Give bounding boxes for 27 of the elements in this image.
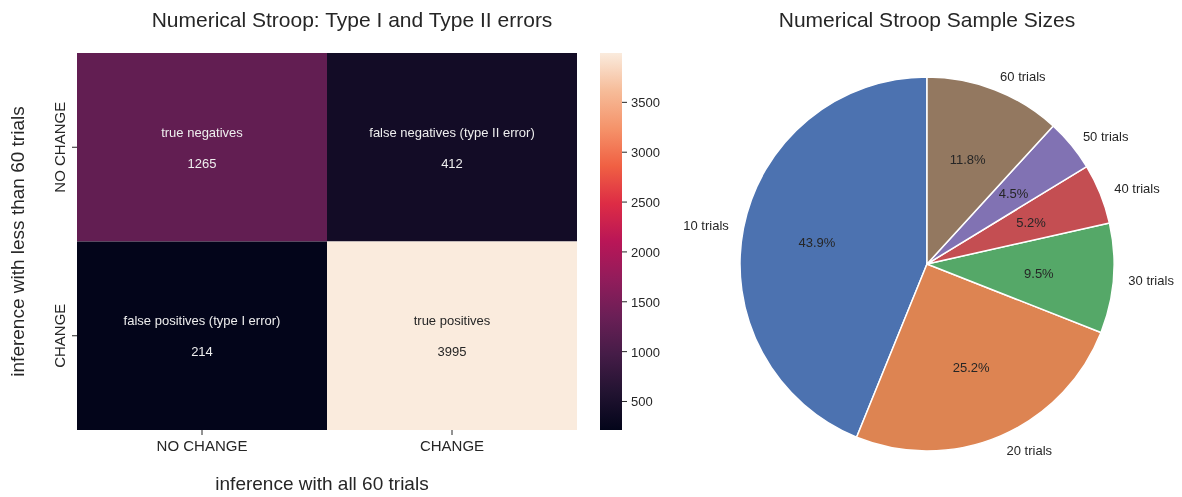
text: false negatives (type II error) 412	[369, 124, 535, 171]
data-label: 25.2%	[952, 360, 991, 376]
color-bar-label: 2500	[631, 195, 660, 211]
x-axis-title: inference with all 60 trials	[215, 473, 429, 494]
data-label: 5.2%	[1016, 214, 1047, 230]
text: false positives (type I error) 214	[123, 313, 281, 360]
data-label: 43.9%	[798, 235, 836, 251]
chart-title: Numerical Stroop Sample Sizes	[778, 8, 1076, 31]
color-bar-label: 2000	[631, 244, 660, 260]
chart-title: Numerical Stroop: Type I and Type II errors	[151, 8, 553, 31]
color-bar-label: 1500	[631, 294, 660, 310]
color-bar-label: 3000	[631, 145, 660, 161]
slice-label: 20 trials	[1006, 442, 1053, 458]
color-bar-label: 3500	[631, 95, 660, 111]
data-label: 9.5%	[1024, 265, 1055, 281]
slice-label: 60 trials	[1000, 68, 1047, 84]
text: true positives 3995	[413, 313, 491, 360]
slice-label: 10 trials	[683, 218, 730, 234]
color-bar-label: 1000	[631, 344, 660, 360]
slice-label: 50 trials	[1082, 128, 1129, 144]
data-label: 11.8%	[949, 152, 986, 168]
slice-label: 30 trials	[1128, 272, 1175, 288]
color-bar-label: 500	[631, 394, 653, 410]
data-label: 4.5%	[998, 185, 1029, 201]
text: true negatives 1265	[161, 124, 243, 171]
slice-label: 40 trials	[1114, 181, 1161, 197]
y-axis-title: inference with less than 60 trials	[7, 106, 28, 377]
